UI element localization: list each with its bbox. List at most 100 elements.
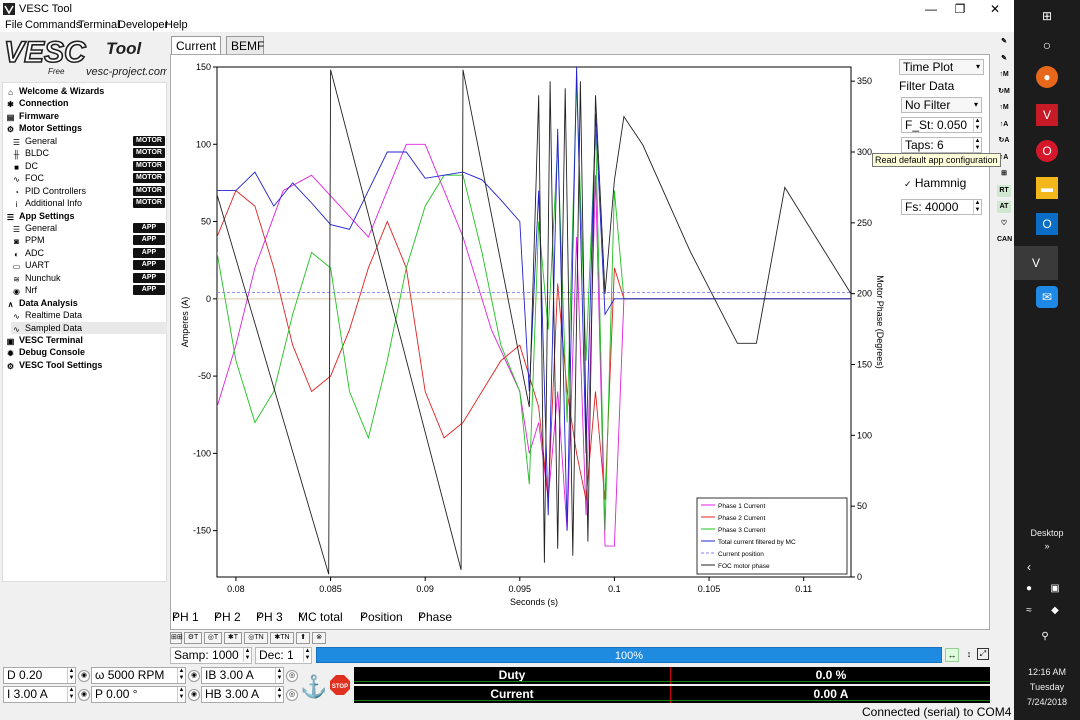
nav-item-data-analysis[interactable]: ∧ Data Analysis bbox=[5, 297, 167, 309]
cancel-icon[interactable]: ⊗ bbox=[312, 632, 326, 644]
speed-input[interactable]: ω 5000 RPM ▲ ▼ bbox=[91, 667, 186, 684]
windows-start-icon[interactable]: ⊞ bbox=[1041, 9, 1053, 23]
nav-item-debug-console[interactable]: ✹ Debug Console bbox=[5, 346, 167, 358]
nav-item-app-settings[interactable]: ☰ App Settings bbox=[6, 210, 75, 222]
set-handbrake-button[interactable]: ◎ bbox=[286, 689, 298, 701]
toolbar-button-1[interactable]: ✎ bbox=[1001, 54, 1007, 62]
maximize-button[interactable]: ❐ bbox=[954, 2, 966, 16]
filter-select[interactable]: No Filter ▾ bbox=[901, 97, 982, 113]
file-explorer-icon[interactable]: ▬ bbox=[1036, 177, 1058, 199]
toolbar-button-12[interactable]: CAN bbox=[997, 236, 1013, 243]
current-input[interactable]: I 3.00 A ▲ ▼ bbox=[3, 686, 76, 703]
nav-item-motor-settings[interactable]: ⚙ Motor Settings bbox=[6, 123, 82, 135]
spin-arrows-icon[interactable]: ▲ ▼ bbox=[973, 118, 981, 132]
spin-arrows-icon[interactable]: ▲ ▼ bbox=[973, 138, 981, 152]
chrome-tray-icon[interactable]: ● bbox=[1025, 583, 1033, 594]
opera-icon[interactable]: O bbox=[1036, 140, 1058, 162]
set-duty-button[interactable]: ◉ bbox=[78, 670, 90, 682]
clock-time[interactable]: 12:16 AM bbox=[1027, 667, 1067, 677]
close-button[interactable]: ✕ bbox=[989, 2, 1001, 16]
messenger-icon[interactable]: ✉ bbox=[1036, 286, 1058, 308]
spin-arrows-icon[interactable]: ▲ ▼ bbox=[973, 200, 981, 214]
toolbar-button-4[interactable]: ↑M bbox=[999, 104, 1009, 111]
menu-terminal[interactable]: Terminal bbox=[78, 19, 120, 31]
spin-arrows-icon[interactable]: ▲ ▼ bbox=[67, 687, 75, 702]
nav-item-pid-controllers[interactable]: ◔ PID Controllers MOTOR bbox=[11, 185, 167, 197]
set-position-button[interactable]: ◉ bbox=[188, 689, 200, 701]
stop-button[interactable]: STOP bbox=[330, 675, 350, 695]
nav-item-vesc-tool-settings[interactable]: ⚙ VESC Tool Settings bbox=[6, 359, 103, 371]
set-speed-button[interactable]: ◉ bbox=[188, 670, 200, 682]
toolbar-button-8[interactable]: ⊞ bbox=[1001, 170, 1007, 177]
toolbar-button-11[interactable]: ♡ bbox=[1000, 219, 1008, 227]
spin-arrows-icon[interactable]: ▲ ▼ bbox=[243, 648, 251, 662]
toolbar-button-6[interactable]: ↻A bbox=[998, 137, 1010, 144]
taps-spinbox[interactable]: Taps: 6 ▲ ▼ bbox=[901, 137, 982, 153]
nav-item-adc[interactable]: ◐ ADC APP bbox=[11, 247, 167, 259]
nav-item-uart[interactable]: ▭ UART APP bbox=[11, 259, 167, 271]
menu-developer[interactable]: Developer bbox=[118, 19, 169, 31]
network-icon[interactable]: ≈ bbox=[1026, 605, 1032, 616]
nav-item-nunchuk[interactable]: ≋ Nunchuk APP bbox=[11, 272, 167, 284]
plot-mode-select[interactable]: Time Plot ▾ bbox=[899, 59, 984, 75]
cortana-icon[interactable]: ○ bbox=[1042, 37, 1052, 53]
nav-item-welcome-wizards[interactable]: ⌂ Welcome & Wizards bbox=[5, 85, 167, 97]
spin-arrows-icon[interactable]: ▲ ▼ bbox=[177, 687, 185, 702]
position-input[interactable]: P 0.00 ° ▲ ▼ bbox=[91, 686, 186, 703]
duty-input[interactable]: D 0.20 ▲ ▼ bbox=[3, 667, 76, 684]
nav-item-general[interactable]: ☰ General MOTOR bbox=[11, 135, 167, 147]
toolbar-button-3[interactable]: ↻M bbox=[998, 87, 1010, 95]
nav-item-general[interactable]: ☰ General APP bbox=[11, 222, 167, 234]
fs-spinbox[interactable]: Fs: 40000 ▲ ▼ bbox=[901, 199, 982, 215]
sample-stn-button[interactable]: ✱TN bbox=[270, 632, 294, 644]
spin-arrows-icon[interactable]: ▲ ▼ bbox=[275, 687, 283, 702]
menu-commands[interactable]: Commands bbox=[25, 19, 82, 31]
nav-item-realtime-data[interactable]: ∿ Realtime Data bbox=[11, 309, 167, 321]
set-current-button[interactable]: ◉ bbox=[78, 689, 90, 701]
dropbox-icon[interactable]: ◆ bbox=[1051, 605, 1059, 616]
sample-otn-button[interactable]: ◎TN bbox=[244, 632, 268, 644]
nav-item-nrf[interactable]: ◉ Nrf APP bbox=[11, 284, 167, 296]
handbrake-input[interactable]: HB 3.00 A ▲ ▼ bbox=[201, 686, 284, 703]
desktop-label[interactable]: Desktop bbox=[1030, 528, 1064, 538]
toolbar-button-9[interactable]: RT bbox=[997, 184, 1011, 197]
minimize-button[interactable]: — bbox=[925, 2, 937, 16]
dec-spinbox[interactable]: Dec: 1 ▲ ▼ bbox=[255, 647, 312, 664]
tab-current[interactable]: Current bbox=[171, 36, 221, 54]
nav-item-connection[interactable]: ✱ Connection bbox=[5, 97, 167, 109]
tab-bemf[interactable]: BEMF bbox=[226, 36, 264, 54]
f-st-spinbox[interactable]: F_St: 0.050 ▲ ▼ bbox=[901, 117, 982, 133]
outlook-icon[interactable]: O bbox=[1036, 213, 1058, 235]
toolbar-button-10[interactable]: AT bbox=[997, 201, 1011, 213]
spin-arrows-icon[interactable]: ▲ ▼ bbox=[177, 668, 185, 683]
menu-file[interactable]: File bbox=[5, 19, 23, 31]
nav-item-bldc[interactable]: ╫ BLDC MOTOR bbox=[11, 147, 167, 159]
sample-st-button[interactable]: ✱T bbox=[224, 632, 242, 644]
nav-item-additional-info[interactable]: i Additional Info MOTOR bbox=[11, 197, 167, 209]
upload-icon[interactable]: ⬆ bbox=[296, 632, 310, 644]
vertical-zoom-icon[interactable]: ↕ bbox=[966, 649, 972, 659]
nav-item-dc[interactable]: ■ DC MOTOR bbox=[11, 160, 167, 172]
sample-grid-button[interactable]: ⊞⊞ bbox=[170, 632, 183, 644]
toolbar-button-5[interactable]: ↑A bbox=[999, 120, 1009, 128]
firefox-icon[interactable]: ● bbox=[1036, 66, 1058, 88]
chevron-down-icon[interactable]: » bbox=[1044, 541, 1050, 551]
toolbar-button-7[interactable]: ↑A bbox=[999, 153, 1009, 161]
toolbar-button-2[interactable]: ↑M bbox=[999, 71, 1009, 78]
nav-item-firmware[interactable]: ▤ Firmware bbox=[6, 110, 60, 122]
sample-t-button[interactable]: ⚙T bbox=[184, 632, 202, 644]
brake-current-input[interactable]: IB 3.00 A ▲ ▼ bbox=[201, 667, 284, 684]
toolbar-button-0[interactable]: ✎ bbox=[1001, 38, 1007, 45]
spin-arrows-icon[interactable]: ▲ ▼ bbox=[67, 668, 75, 683]
nav-item-vesc-terminal[interactable]: ▣ VESC Terminal bbox=[6, 335, 83, 346]
chevron-left-icon[interactable]: ‹ bbox=[1027, 560, 1031, 574]
hamming-checkbox[interactable]: ✓ Hammnig bbox=[904, 176, 989, 190]
vesc-taskbar-icon[interactable]: V bbox=[1014, 246, 1058, 280]
spin-arrows-icon[interactable]: ▲ ▼ bbox=[303, 648, 311, 662]
tray-app-icon[interactable]: ▣ bbox=[1050, 583, 1060, 594]
horizontal-zoom-icon[interactable]: ↔ bbox=[945, 648, 959, 662]
vivaldi-icon[interactable]: V bbox=[1036, 104, 1058, 126]
nav-item-foc[interactable]: ∿ FOC MOTOR bbox=[11, 172, 167, 184]
rescale-icon[interactable]: ⤢ bbox=[977, 648, 989, 660]
sample-ot-button[interactable]: ◎T bbox=[204, 632, 222, 644]
